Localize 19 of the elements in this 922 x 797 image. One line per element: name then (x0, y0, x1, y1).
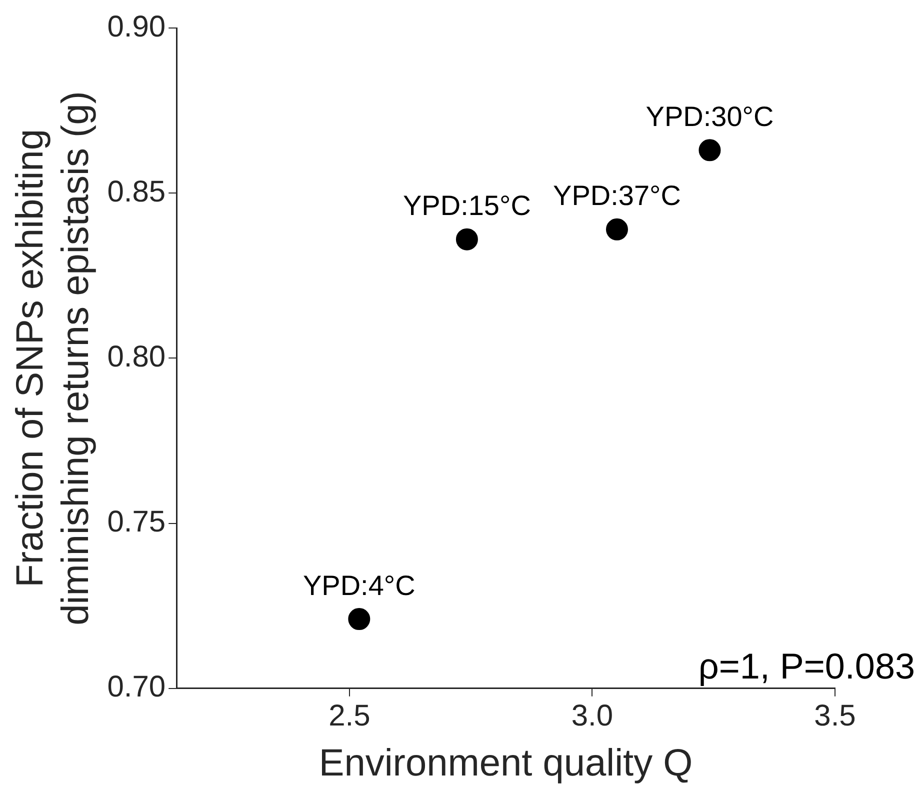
annotation: YPD:15°C (402, 190, 531, 222)
y-axis-title: Fraction of SNPs exhibiting diminishing returns epistasis (g) (9, 91, 97, 626)
annotation: YPD:4°C (302, 570, 416, 601)
y-tick-label: 0.70 (107, 670, 166, 704)
point (698, 139, 721, 162)
point (348, 608, 370, 630)
annotation: YPD:37°C (553, 180, 681, 212)
annotation: ρ=1, P=0.083 (698, 645, 915, 686)
y-tick-label: 0.80 (107, 340, 166, 374)
y-tick-label: 0.85 (107, 175, 166, 208)
x-tick-label: 3.0 (571, 700, 614, 733)
point (606, 218, 628, 240)
annotation: YPD:30°C (646, 100, 774, 132)
x-axis-title: Environment quality Q (318, 742, 693, 785)
y-tick-label: 0.90 (107, 10, 166, 44)
x-tick-label: 3.5 (814, 700, 856, 733)
point (456, 228, 478, 250)
y-tick-label: 0.75 (107, 506, 166, 539)
x-tick-label: 2.5 (328, 700, 370, 733)
